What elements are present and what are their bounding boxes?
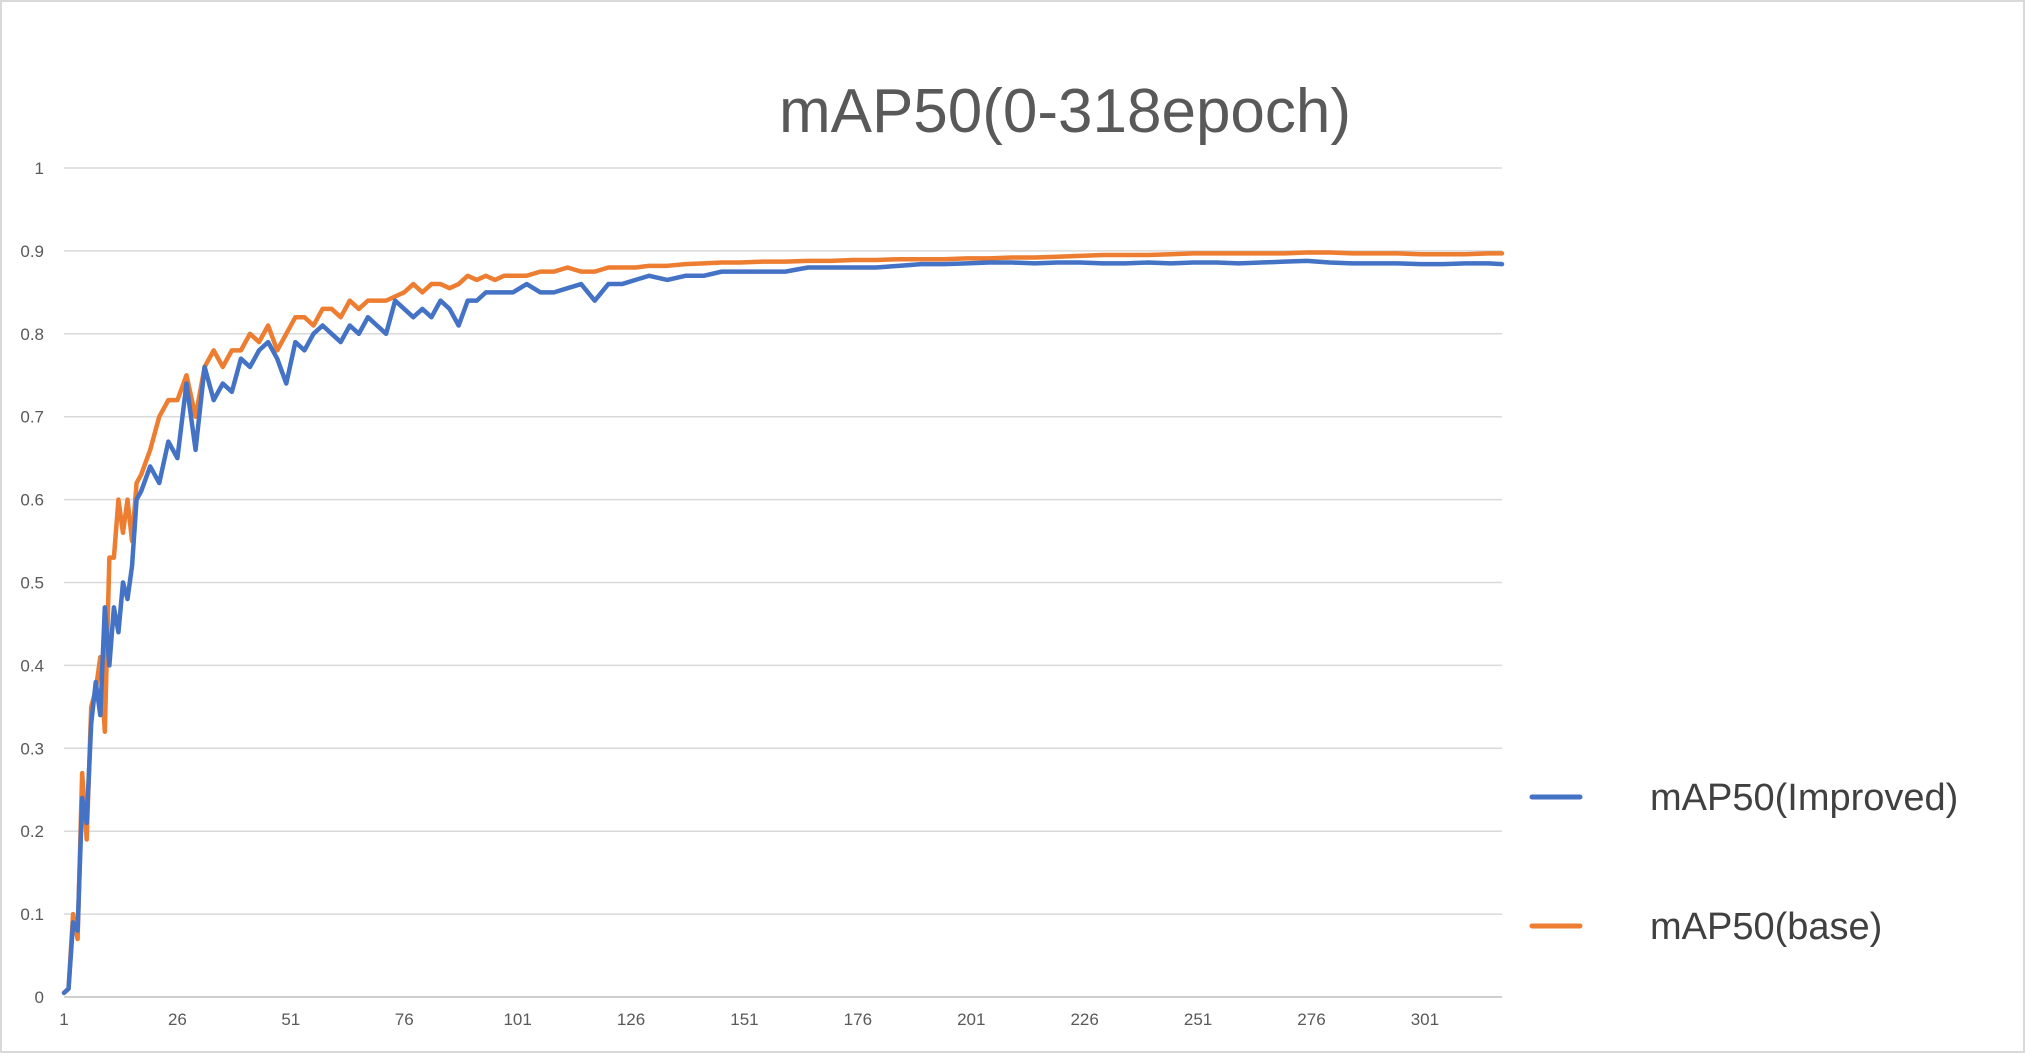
- y-tick-label: 0.3: [20, 739, 44, 758]
- legend-label: mAP50(Improved): [1650, 777, 1958, 819]
- x-tick-label: 51: [281, 1010, 300, 1029]
- x-tick-label: 176: [844, 1010, 872, 1029]
- x-tick-label: 251: [1184, 1010, 1212, 1029]
- y-tick-label: 0: [35, 988, 44, 1007]
- x-tick-label: 126: [617, 1010, 645, 1029]
- y-tick-label: 1: [35, 159, 44, 178]
- gridlines: [64, 167, 1502, 915]
- y-tick-label: 0.9: [20, 242, 44, 261]
- x-tick-label: 101: [503, 1010, 531, 1029]
- x-tick-label: 226: [1070, 1010, 1098, 1029]
- x-tick-label: 301: [1411, 1010, 1439, 1029]
- x-tick-label: 26: [168, 1010, 187, 1029]
- x-tick-label: 201: [957, 1010, 985, 1029]
- x-tick-label: 76: [395, 1010, 414, 1029]
- series-line-base: [61, 250, 1505, 996]
- series-line-improved: [61, 258, 1505, 996]
- legend-label: mAP50(base): [1650, 906, 1882, 948]
- series-lines: [61, 250, 1505, 996]
- y-tick-label: 0.1: [20, 905, 44, 924]
- chart-title: mAP50(0-318epoch): [779, 77, 1351, 146]
- legend: mAP50(Improved) mAP50(base): [1529, 777, 1958, 948]
- tick-labels: 00.10.20.30.40.50.60.70.80.911 26 51 76 101 1…: [20, 159, 1439, 1029]
- y-tick-label: 0.6: [20, 491, 44, 510]
- y-tick-label: 0.4: [20, 656, 44, 675]
- y-tick-label: 0.8: [20, 325, 44, 344]
- y-tick-label: 0.5: [20, 574, 44, 593]
- x-tick-label: 151: [730, 1010, 758, 1029]
- x-tick-label: 1: [59, 1010, 68, 1029]
- x-tick-label: 276: [1297, 1010, 1325, 1029]
- y-tick-label: 0.2: [20, 822, 44, 841]
- y-tick-label: 0.7: [20, 408, 44, 427]
